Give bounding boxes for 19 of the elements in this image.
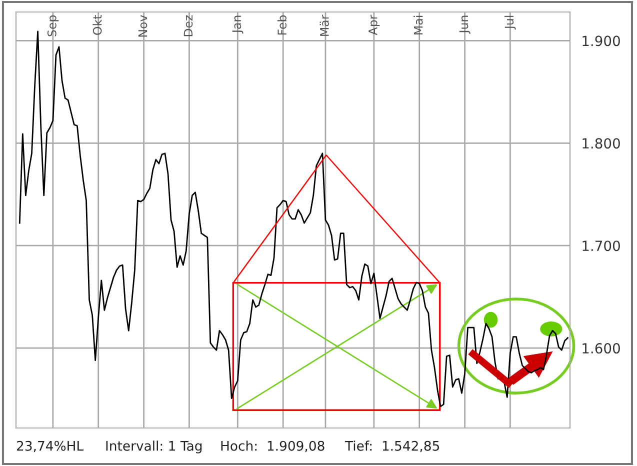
y-tick-label: 1.700 <box>582 240 620 252</box>
x-tick-label: Jun <box>459 16 470 34</box>
x-tick-label: Apr <box>368 14 380 36</box>
text: Hoch: 1.909,08 <box>221 440 324 452</box>
y-tick-label: 1.900 <box>582 36 620 46</box>
y-tick-label: 1.800 <box>582 138 620 149</box>
x-tick-label: Mär <box>320 14 329 36</box>
x-tick-label: Okt <box>92 15 102 35</box>
y-tick-label: 1.600 <box>582 343 620 354</box>
text: Intervall: 1 Tag <box>106 440 202 454</box>
x-tick-label: Feb <box>277 15 287 35</box>
x-tick-label: Jul <box>504 16 516 30</box>
x-tick-label: Dez <box>184 15 193 36</box>
x-tick-label: Mai <box>414 16 423 34</box>
x-tick-label: Nov <box>138 15 148 37</box>
text: Tief: 1.542,85 <box>344 440 440 452</box>
text: 23,74%HL <box>16 440 84 452</box>
x-tick-label: Jan <box>232 16 244 34</box>
x-tick-label: Sep <box>47 15 59 36</box>
